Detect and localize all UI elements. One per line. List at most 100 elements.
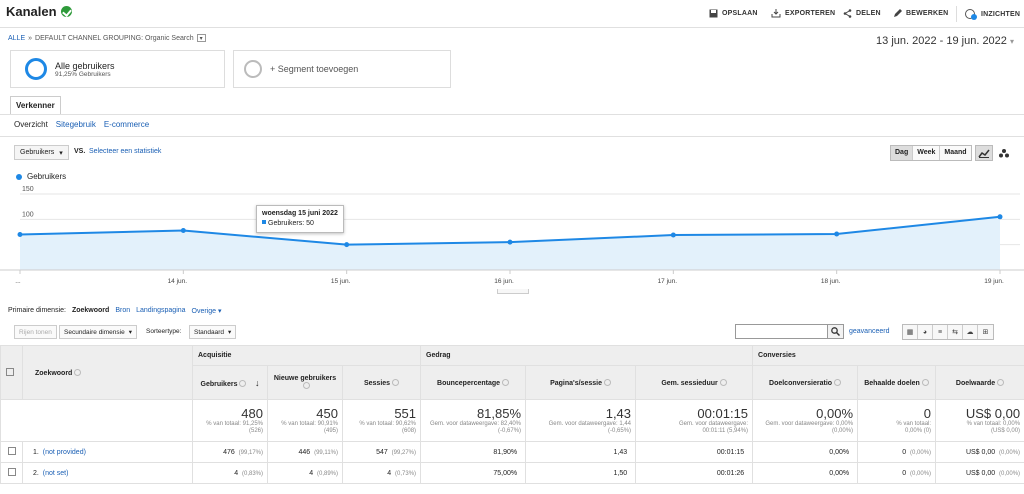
cell: 00:01:26: [635, 462, 754, 484]
advanced-filter-link[interactable]: geavanceerd: [849, 328, 890, 335]
save-icon: [709, 9, 718, 18]
cell: 0 (0,00%): [857, 462, 937, 484]
total-cell: 480% van totaal: 91,25% (526): [192, 399, 268, 442]
cell: 547 (99,27%): [341, 441, 422, 463]
breadcrumb-path: DEFAULT CHANNEL GROUPING: Organic Search: [35, 34, 194, 42]
column-header[interactable]: Sessies: [341, 365, 422, 400]
verified-check-icon: [60, 6, 72, 17]
performance-view-icon[interactable]: ≡: [933, 325, 948, 339]
y-tick-label: 150: [22, 186, 34, 193]
sort-type-select[interactable]: Standaard ▾: [189, 325, 237, 339]
total-cell: 0% van totaal: 0,00% (0): [857, 399, 937, 442]
column-header[interactable]: Pagina's/sessie: [525, 365, 637, 400]
search-button[interactable]: [828, 324, 844, 339]
data-point: [344, 242, 350, 248]
data-point: [17, 232, 23, 238]
month-button[interactable]: Maand: [940, 146, 971, 160]
cell: 1,43: [525, 441, 637, 463]
cell: 1,50: [525, 462, 637, 484]
term-cloud-view-icon[interactable]: ☁: [963, 325, 978, 339]
help-icon: [997, 378, 1005, 386]
dimension-source[interactable]: Bron: [115, 307, 131, 314]
select-all-cell: [0, 345, 23, 400]
segment-all-users[interactable]: Alle gebruikers 91,25% Gebruikers: [10, 50, 225, 88]
help-icon: [502, 378, 510, 386]
save-button[interactable]: OPSLAAN: [709, 9, 758, 18]
total-cell: 450% van totaal: 90,91% (495): [267, 399, 343, 442]
total-cell: US$ 0,00% van totaal: 0,00% (US$ 0,00): [935, 399, 1024, 442]
x-tick-label: ...: [15, 278, 21, 285]
help-icon: [921, 378, 929, 386]
date-range-picker[interactable]: 13 jun. 2022 - 19 jun. 2022 ▾: [876, 35, 1014, 47]
column-header[interactable]: Gem. sessieduur: [635, 365, 754, 400]
dimension-other[interactable]: Overige ▾: [191, 308, 222, 315]
comparison-view-icon[interactable]: ⇆: [948, 325, 963, 339]
dimension-keyword[interactable]: Zoekwoord: [71, 307, 110, 314]
empty-segment-icon: [244, 60, 262, 78]
insights-button[interactable]: INZICHTEN: [965, 9, 1020, 20]
dimension-landing-page[interactable]: Landingspagina: [136, 307, 186, 314]
column-header[interactable]: Doelwaarde: [935, 365, 1024, 400]
cell: 446 (99,11%): [267, 441, 343, 463]
select-all-checkbox[interactable]: [6, 367, 14, 376]
x-tick-label: 15 jun.: [331, 278, 351, 285]
row-keyword-link[interactable]: (not set): [42, 469, 69, 477]
secondary-dimension-select[interactable]: Secundaire dimensie ▾: [59, 325, 137, 339]
metric-select[interactable]: Gebruikers ▾: [14, 145, 69, 160]
percentage-view-icon[interactable]: ◕: [918, 325, 933, 339]
table-view-buttons: ▦ ◕ ≡ ⇆ ☁ ⊞: [902, 324, 994, 340]
x-tick-label: 18 jun.: [821, 278, 841, 285]
help-icon: [239, 379, 247, 387]
sort-desc-icon[interactable]: ↓: [252, 377, 260, 388]
column-header[interactable]: Behaalde doelen: [857, 365, 937, 400]
column-header[interactable]: Doelconversieratio: [752, 365, 859, 400]
row-checkbox[interactable]: [7, 447, 16, 455]
subtab-site-usage[interactable]: Sitegebruik: [55, 120, 96, 129]
line-chart-icon: [978, 149, 990, 158]
plot-rows-button[interactable]: Rijen tonen: [14, 325, 57, 339]
x-tick-label: 16 jun.: [494, 278, 514, 285]
group-conversions: Conversies: [752, 345, 1024, 366]
table-search-input[interactable]: [735, 324, 828, 339]
breadcrumb-all[interactable]: ALLE: [8, 34, 26, 42]
dimension-header[interactable]: Zoekwoord: [22, 345, 193, 400]
edit-button[interactable]: BEWERKEN: [893, 9, 948, 18]
row-keyword-link[interactable]: (not provided): [42, 448, 86, 456]
cell: 0 (0,00%): [857, 441, 937, 463]
segment-ring-icon: [25, 58, 47, 80]
week-button[interactable]: Week: [913, 146, 941, 160]
chart-resize-handle[interactable]: [497, 289, 529, 294]
export-button[interactable]: EXPORTEREN: [771, 9, 835, 18]
motion-chart-button[interactable]: [995, 145, 1013, 161]
tab-explorer[interactable]: Verkenner: [10, 96, 61, 114]
help-icon: [74, 368, 82, 376]
breadcrumb: ALLE » DEFAULT CHANNEL GROUPING: Organic…: [8, 34, 206, 42]
cell: US$ 0,00 (0,00%): [935, 441, 1024, 463]
day-button[interactable]: Dag: [891, 146, 914, 160]
subtab-overview[interactable]: Overzicht: [14, 120, 48, 129]
add-segment-button[interactable]: + Segment toevoegen: [233, 50, 451, 88]
share-button[interactable]: DELEN: [843, 9, 881, 18]
select-statistic-link[interactable]: Selecteer een statistiek: [89, 148, 162, 155]
data-table-view-icon[interactable]: ▦: [903, 325, 918, 339]
legend-dot: [16, 173, 22, 180]
total-cell: 00:01:15 Gem. voor dataweergave: 00:01:11 …: [635, 399, 754, 442]
subtab-ecommerce[interactable]: E-commerce: [103, 120, 150, 129]
breadcrumb-dropdown[interactable]: ▾: [196, 34, 206, 42]
export-icon: [771, 9, 781, 18]
group-acquisition: Acquisitie: [191, 345, 422, 366]
line-chart-button[interactable]: [975, 145, 993, 161]
cell: 00:01:15: [635, 441, 754, 463]
x-tick-label: 14 jun.: [168, 278, 188, 285]
row-checkbox[interactable]: [7, 468, 16, 476]
cell: 4 (0,83%): [192, 462, 268, 484]
column-header[interactable]: Nieuwe gebruikers: [267, 365, 343, 400]
data-point: [997, 214, 1003, 220]
pivot-view-icon[interactable]: ⊞: [978, 325, 993, 339]
share-icon: [843, 9, 852, 18]
column-header[interactable]: Bouncepercentage: [420, 365, 527, 400]
column-header[interactable]: Gebruikers ↓: [192, 365, 268, 400]
vs-label: VS.: [74, 148, 86, 155]
table-row: 2. (not set) 4 (0,83%) 4 (0,89%) 4 (0,73%) 7…: [0, 462, 1024, 484]
chart-tooltip: woensdag 15 juni 2022 Gebruikers: 50: [256, 205, 344, 233]
